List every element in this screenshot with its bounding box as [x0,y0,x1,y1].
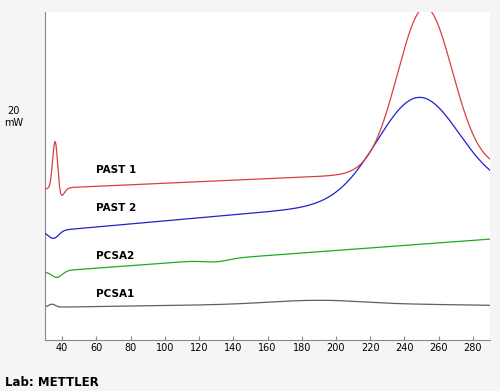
Text: 20
mW: 20 mW [4,106,24,127]
Text: PAST 2: PAST 2 [96,203,136,213]
Text: PAST 1: PAST 1 [96,165,136,176]
Text: Lab: METTLER: Lab: METTLER [5,376,99,389]
Text: PCSA1: PCSA1 [96,289,134,299]
Text: PCSA2: PCSA2 [96,251,134,261]
